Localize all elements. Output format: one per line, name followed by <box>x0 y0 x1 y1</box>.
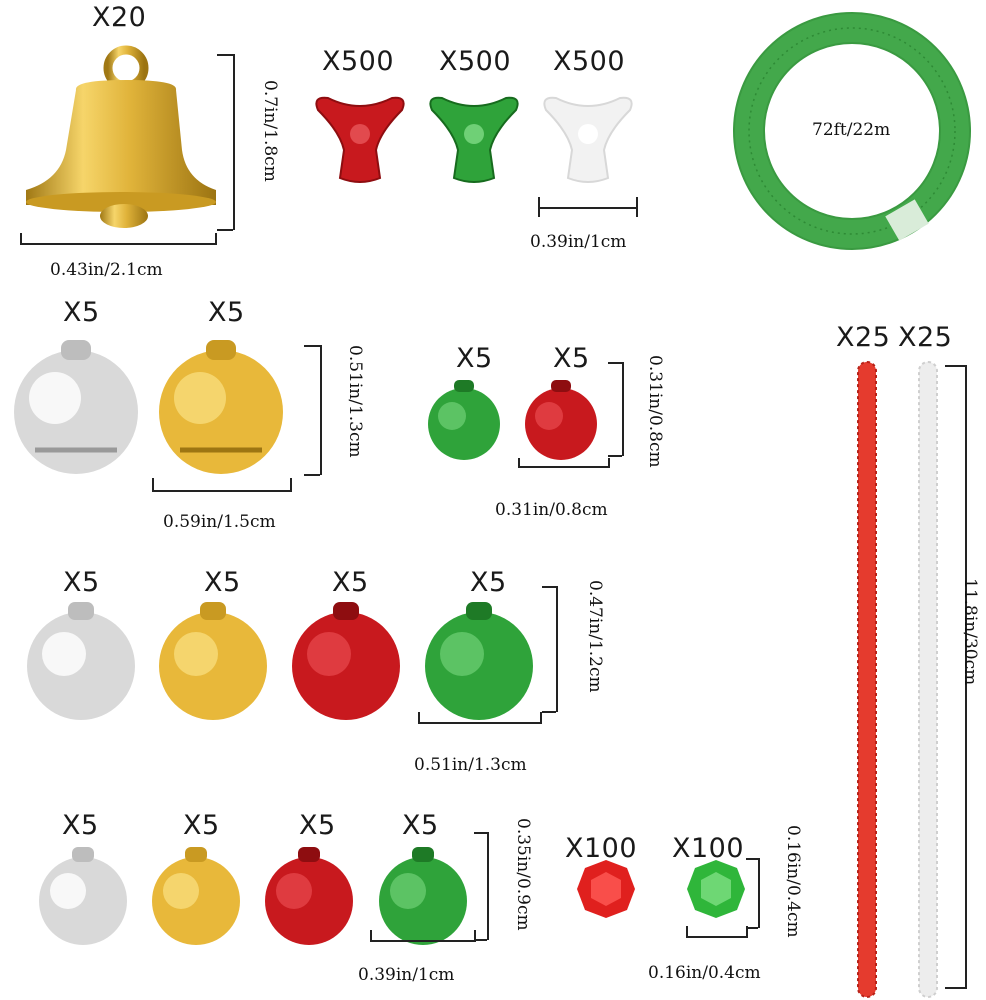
tri-bead-width-tick <box>636 197 638 217</box>
large-bell-width-tick <box>20 233 22 245</box>
gold-jingle-bell-icon <box>143 845 249 945</box>
large-bell-quantity: X20 <box>92 2 147 33</box>
row1-width-tick <box>290 478 292 492</box>
row3-width-tick <box>474 930 476 942</box>
row1-gold-quantity: X5 <box>208 297 245 328</box>
large-gold-bell-icon <box>14 40 219 230</box>
row3-red-quantity: X5 <box>299 810 336 841</box>
row2-red-quantity: X5 <box>332 567 369 598</box>
row3-green-quantity: X5 <box>402 810 439 841</box>
green-jingle-bell-icon <box>370 845 476 945</box>
row2-gold-quantity: X5 <box>204 567 241 598</box>
row3-silver-quantity: X5 <box>62 810 99 841</box>
row2-width-line <box>418 722 542 724</box>
pipe-cleaner-length-tick <box>945 365 967 367</box>
row2-width-tick <box>540 712 542 724</box>
green-small-bell-icon <box>420 378 508 460</box>
red-faceted-bead-icon <box>575 858 637 920</box>
row2-width-tick <box>418 712 420 724</box>
pipe-cleaner-length-line <box>965 365 967 988</box>
row2-height-tick <box>542 711 556 713</box>
silver-jingle-bell-icon <box>30 845 136 945</box>
row1b-green-quantity: X5 <box>456 343 493 374</box>
faceted-bead-width-tick <box>686 926 688 938</box>
red-jingle-bell-icon <box>285 600 407 720</box>
red-pipe-cleaner-icon <box>852 361 882 998</box>
row1-width-line <box>152 490 292 492</box>
faceted-bead-width-tick <box>746 926 748 938</box>
ribbon-length-label: 72ft/22m <box>812 120 891 140</box>
red-tri-bead-icon <box>310 92 410 187</box>
clear-tri-bead-icon <box>538 92 638 187</box>
row2-height-line <box>556 586 558 712</box>
row3-height-label: 0.35in/0.9cm <box>513 818 533 931</box>
gold-jingle-bell-icon <box>152 600 274 720</box>
pipe-cleaner-white-quantity: X25 <box>898 322 953 353</box>
green-jingle-bell-icon <box>418 600 540 720</box>
large-bell-width-line <box>20 243 217 245</box>
row1-height-tick <box>304 345 320 347</box>
gold-jingle-bell-icon <box>150 338 292 474</box>
row1b-red-quantity: X5 <box>553 343 590 374</box>
tri-bead-green-quantity: X500 <box>439 46 512 77</box>
silver-jingle-bell-icon <box>20 600 142 720</box>
row3-gold-quantity: X5 <box>183 810 220 841</box>
silver-jingle-bell-icon <box>5 338 147 474</box>
row1b-height-line <box>622 362 624 456</box>
faceted-bead-height-tick <box>746 858 758 860</box>
row2-silver-quantity: X5 <box>63 567 100 598</box>
faceted-bead-red-quantity: X100 <box>565 833 638 864</box>
pipe-cleaner-length-label: 11.8in/30cm <box>960 578 980 686</box>
row2-height-tick <box>542 586 556 588</box>
faceted-bead-height-tick <box>746 927 758 929</box>
row3-height-line <box>487 832 489 940</box>
green-ribbon-spool-icon <box>732 6 972 256</box>
row1-width-label: 0.59in/1.5cm <box>163 512 276 532</box>
row3-height-tick <box>474 832 487 834</box>
row1b-width-label: 0.31in/0.8cm <box>495 500 608 520</box>
row3-width-label: 0.39in/1cm <box>358 965 455 985</box>
row1-silver-quantity: X5 <box>63 297 100 328</box>
row1-height-line <box>320 345 322 475</box>
tri-bead-width-line <box>538 207 638 209</box>
row1-width-tick <box>152 478 154 492</box>
row2-width-label: 0.51in/1.3cm <box>414 755 527 775</box>
row1-height-label: 0.51in/1.3cm <box>345 345 365 458</box>
pipe-cleaner-red-quantity: X25 <box>836 322 891 353</box>
row2-height-label: 0.47in/1.2cm <box>585 580 605 693</box>
faceted-bead-width-line <box>686 936 748 938</box>
tri-bead-width-tick <box>538 197 540 217</box>
row1b-height-label: 0.31in/0.8cm <box>645 355 665 468</box>
row1b-width-tick <box>608 458 610 468</box>
row1b-height-tick <box>608 455 622 457</box>
row3-width-tick <box>370 930 372 942</box>
faceted-bead-green-quantity: X100 <box>672 833 745 864</box>
red-jingle-bell-icon <box>256 845 362 945</box>
red-small-bell-icon <box>517 378 605 460</box>
row1b-width-line <box>518 466 610 468</box>
row3-height-tick <box>474 939 487 941</box>
faceted-bead-width-label: 0.16in/0.4cm <box>648 963 761 983</box>
tri-bead-clear-quantity: X500 <box>553 46 626 77</box>
green-faceted-bead-icon <box>685 858 747 920</box>
faceted-bead-height-line <box>758 858 760 928</box>
tri-bead-red-quantity: X500 <box>322 46 395 77</box>
green-tri-bead-icon <box>424 92 524 187</box>
large-bell-height-tick <box>217 54 233 56</box>
large-bell-height-tick <box>217 229 233 231</box>
large-bell-width-tick <box>215 233 217 245</box>
faceted-bead-height-label: 0.16in/0.4cm <box>783 825 803 938</box>
large-bell-width-label: 0.43in/2.1cm <box>50 260 163 280</box>
row2-green-quantity: X5 <box>470 567 507 598</box>
tri-bead-width-label: 0.39in/1cm <box>530 232 627 252</box>
row3-width-line <box>370 940 476 942</box>
row1-height-tick <box>304 474 320 476</box>
row1b-width-tick <box>518 458 520 468</box>
large-bell-height-line <box>233 54 235 230</box>
row1b-height-tick <box>608 362 622 364</box>
large-bell-height-label: 0.7in/1.8cm <box>260 80 280 182</box>
white-pipe-cleaner-icon <box>913 361 943 998</box>
pipe-cleaner-length-tick <box>945 987 967 989</box>
